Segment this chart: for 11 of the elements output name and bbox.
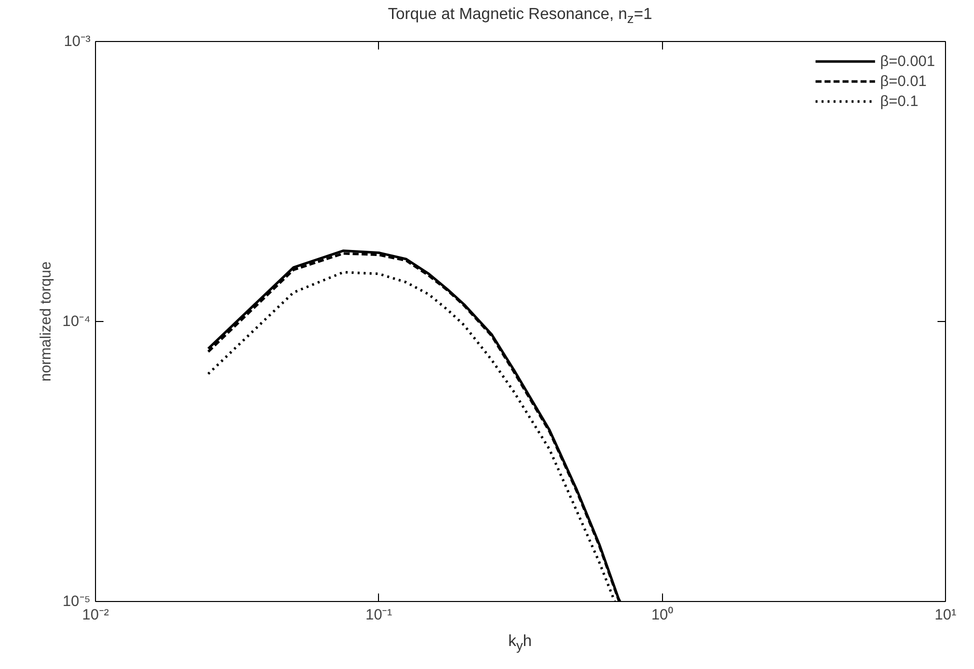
- legend-label: β=0.01: [880, 72, 927, 90]
- legend-label: β=0.1: [880, 92, 918, 110]
- y-tick-label: 10⁻³: [64, 33, 91, 50]
- x-tick-label: 10⁰: [651, 606, 674, 624]
- x-tick-label: 10⁻¹: [365, 606, 392, 624]
- x-axis-title: k$_{y}$h: [508, 632, 532, 656]
- x-tick-label: 10¹: [934, 606, 956, 624]
- chart-title: Torque at Magnetic Resonance, n$_{z}$=1: [388, 5, 652, 28]
- legend-label: β=0.001: [880, 52, 935, 70]
- y-tick-label: 10⁻⁴: [62, 313, 91, 330]
- y-axis-title: normalized torque: [37, 261, 54, 382]
